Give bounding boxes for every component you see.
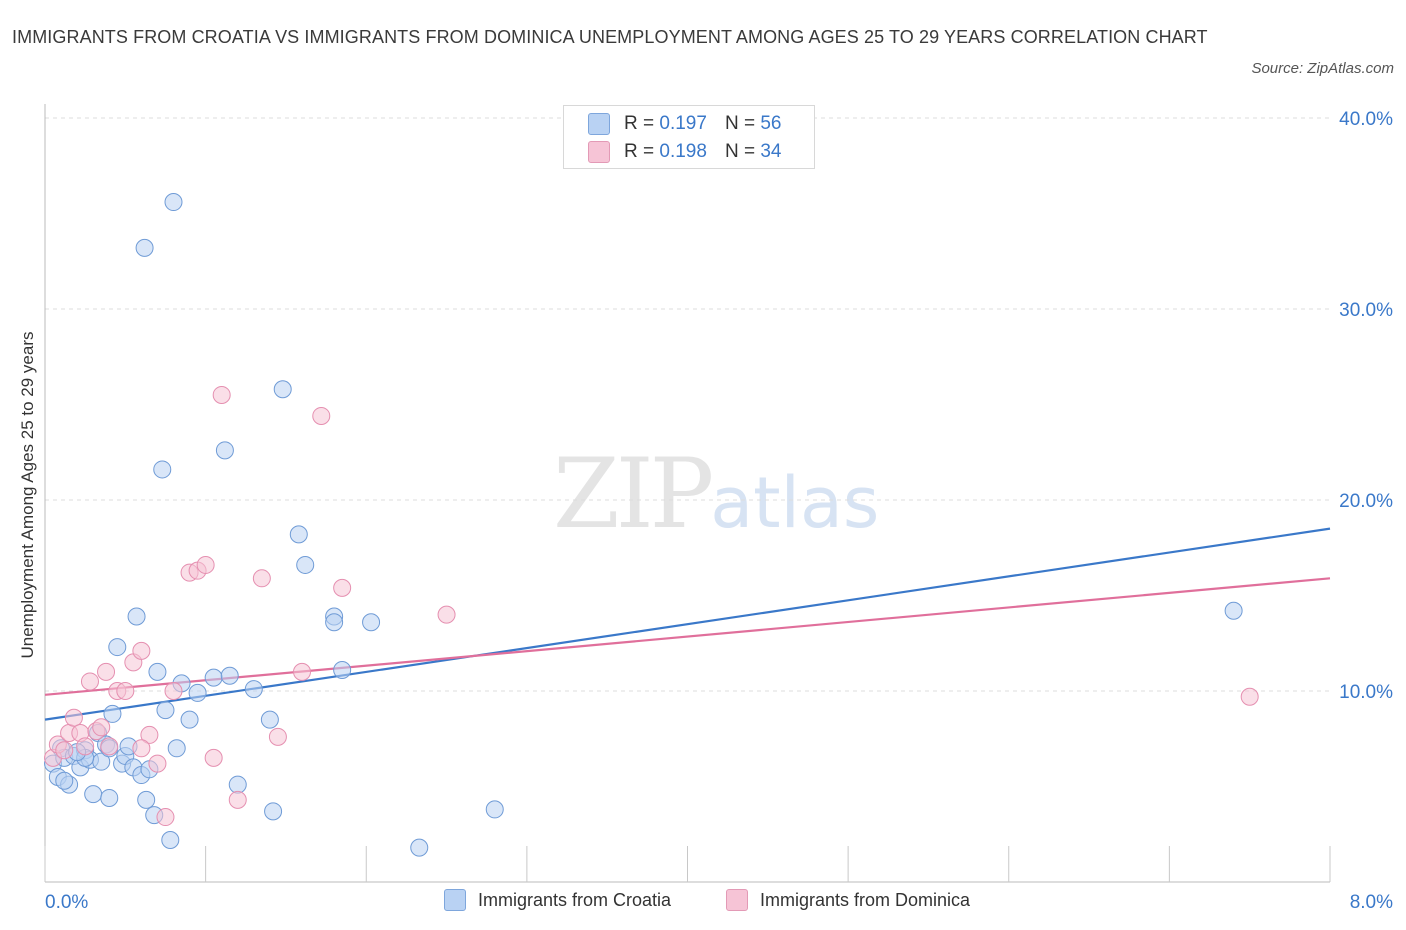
croatia-point: [289, 525, 308, 544]
dominica-point: [132, 641, 151, 660]
watermark: ZIPatlas: [553, 438, 879, 550]
tick-labels: 10.0% 20.0% 30.0% 40.0% 0.0% 8.0%: [45, 109, 1393, 913]
croatia-point: [156, 701, 175, 720]
croatia-point: [135, 238, 154, 257]
croatia-point: [180, 710, 199, 729]
croatia-point: [137, 790, 156, 809]
croatia-point: [164, 193, 183, 212]
croatia-point: [296, 555, 315, 574]
dominica-point: [92, 718, 111, 737]
croatia-point: [1224, 601, 1243, 620]
legend-swatch-croatia: [588, 113, 610, 135]
dominica-point: [76, 737, 95, 756]
dominica-point: [148, 754, 167, 773]
dominica-point: [55, 741, 74, 760]
y-tick-label: 40.0%: [1339, 109, 1393, 130]
croatia-point: [325, 613, 344, 632]
dominica-point: [97, 662, 116, 681]
legend-n-label: N =: [724, 113, 756, 134]
legend-r-value: 0.198: [659, 141, 707, 162]
dominica-point: [100, 737, 119, 756]
dominica-point: [140, 725, 159, 744]
croatia-point: [55, 771, 74, 790]
dominica-point: [293, 662, 311, 681]
chart-title: IMMIGRANTS FROM CROATIA VS IMMIGRANTS FR…: [12, 27, 1208, 47]
bottom-legend-label-dominica: Immigrants from Dominica: [760, 889, 971, 910]
dominica-point: [116, 682, 135, 700]
bottom-legend-croatia: Immigrants from Croatia: [444, 889, 671, 911]
croatia-point: [333, 660, 352, 679]
dominica-point: [80, 672, 99, 691]
croatia-point: [161, 830, 180, 849]
croatia-point: [260, 710, 279, 729]
croatia-point: [273, 380, 292, 399]
croatia-point: [108, 638, 127, 657]
croatia-point: [103, 704, 122, 723]
bottom-legend-swatch-dominica: [726, 889, 748, 911]
dominica-point: [204, 748, 223, 767]
trend-line-dominica: [44, 577, 1331, 696]
croatia-point: [188, 683, 207, 702]
legend-r-value: 0.197: [659, 113, 707, 134]
source-label: Source: ZipAtlas.com: [1251, 60, 1394, 77]
legend-r-label: R =: [624, 113, 655, 134]
croatia-point: [220, 666, 239, 685]
gridlines: [45, 117, 1330, 692]
x-tick-label-max: 8.0%: [1350, 892, 1393, 913]
data-points: [44, 193, 1259, 857]
dominica-point: [268, 727, 287, 746]
dominica-point: [1240, 687, 1259, 706]
y-tick-label: 30.0%: [1339, 300, 1393, 321]
dominica-point: [212, 385, 231, 404]
croatia-point: [244, 680, 263, 699]
dominica-point: [228, 790, 247, 809]
legend-r-label: R =: [624, 141, 655, 162]
croatia-point: [410, 838, 429, 857]
legend-row-dominica: R = 0.198 N = 34: [588, 140, 781, 164]
legend-n-label: N =: [724, 141, 756, 162]
bottom-legend-swatch-croatia: [444, 889, 466, 911]
dominica-point: [312, 406, 331, 425]
dominica-point: [164, 682, 183, 700]
croatia-point: [485, 800, 504, 819]
croatia-point: [84, 785, 103, 804]
croatia-point: [228, 775, 247, 794]
watermark-atlas: atlas: [710, 462, 880, 544]
croatia-point: [127, 607, 146, 626]
croatia-point: [264, 802, 283, 821]
dominica-point: [252, 569, 271, 588]
dominica-point: [132, 739, 151, 758]
croatia-point: [100, 788, 119, 807]
croatia-point: [204, 668, 223, 687]
legend: R = 0.197 N = 56 R = 0.198 N = 34: [563, 105, 815, 169]
dominica-point: [64, 708, 83, 727]
croatia-point: [153, 460, 172, 479]
croatia-point: [215, 441, 234, 460]
y-tick-label: 10.0%: [1339, 682, 1393, 703]
dominica-point: [333, 578, 352, 597]
croatia-point: [362, 613, 381, 632]
watermark-zip: ZIP: [553, 438, 714, 550]
y-tick-label: 20.0%: [1339, 491, 1393, 512]
dominica-point: [196, 555, 215, 574]
croatia-point: [148, 662, 167, 681]
legend-swatch-dominica: [588, 141, 610, 163]
dominica-point: [437, 605, 456, 624]
legend-n-value: 56: [760, 113, 782, 134]
x-tick-label-min: 0.0%: [45, 892, 88, 913]
bottom-legend-dominica: Immigrants from Dominica: [726, 889, 970, 911]
dominica-point: [156, 808, 175, 827]
legend-row-croatia: R = 0.197 N = 56: [588, 112, 781, 136]
axes: [44, 104, 1331, 883]
legend-n-value: 34: [760, 141, 782, 162]
croatia-point: [167, 739, 186, 758]
bottom-legend-label-croatia: Immigrants from Croatia: [478, 889, 672, 910]
